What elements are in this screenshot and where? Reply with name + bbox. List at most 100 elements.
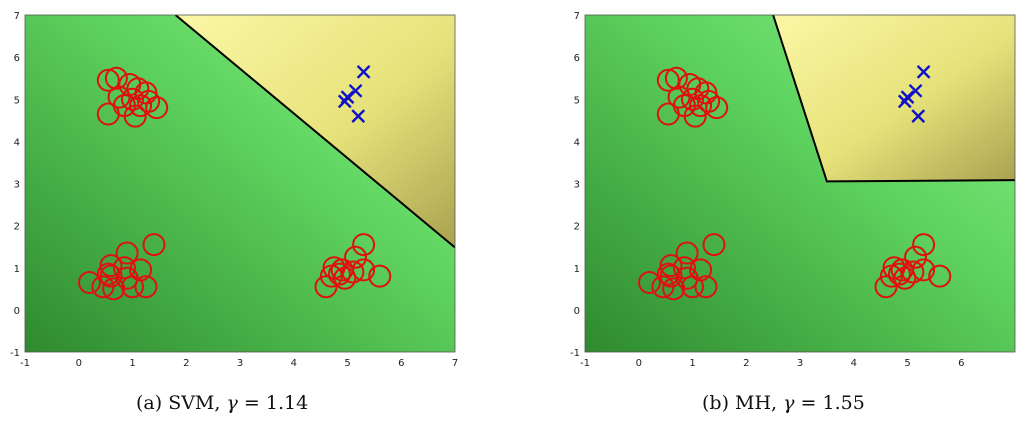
mh-y-tick-label: 5 [574,95,580,106]
mh-x-tick-label: 5 [904,358,910,369]
svm-decision-boundary [174,15,455,249]
svm-y-tick-label: 1 [14,264,20,275]
svm-circle-point [121,275,144,299]
svm-y-tick-label: 0 [14,306,20,317]
mh-circle-point [681,275,704,299]
svm-circle-point [352,233,376,257]
mh-circle-point [874,275,898,299]
svm-circle-point [142,233,166,257]
mh-x-tick-label: -1 [580,358,590,369]
svm-circle-point [99,264,123,288]
mh-circle-point [694,275,718,299]
svm-x-tick-label: 0 [76,358,82,369]
mh-y-tick-label: 6 [574,53,580,64]
mh-circle-point [879,264,903,288]
mh-x-tick-label: 1 [689,358,695,369]
svm-x-tick-label: -1 [20,358,30,369]
mh-plot-frame [584,14,1016,353]
mh-caption: (b) MH, γ = 1.55 [702,392,865,414]
mh-cross-point [916,65,931,79]
mh-gamma-symbol: γ [783,392,795,414]
mh-cross-point [897,94,912,109]
svm-circle-point [96,102,120,126]
mh-x-tick-label: 6 [958,358,964,369]
mh-panel: -1 0 1 2 3 4 5 6 -1 0 1 2 3 4 5 6 7 [570,11,1016,369]
svm-x-tick-label: 6 [398,358,404,369]
mh-circle-point [675,241,699,265]
mh-circle-point [683,104,707,128]
svm-circle-point [344,245,368,269]
mh-circle-point [901,260,925,284]
svm-panel: -1 0 1 2 3 4 5 6 7 -1 0 1 2 3 4 5 6 7 [10,11,458,369]
svm-y-tick-label: 7 [14,11,20,22]
svm-x-tick-label: 5 [344,358,350,369]
svm-circle-point [314,275,338,299]
svm-caption-label: (a) SVM, [136,392,221,414]
mh-circle-point [664,66,688,90]
svm-y-tick-label: 3 [14,180,20,191]
svm-circle-point [145,96,169,120]
mh-circle-point [912,233,936,257]
svm-circle-point [115,241,139,265]
mh-caption-label: (b) MH, [702,392,778,414]
mh-y-tick-label: 2 [574,222,580,233]
svm-y-tick-label: -1 [10,348,20,359]
svm-circle-point [78,270,101,294]
svm-circle-point [102,277,126,301]
svm-gamma-symbol: γ [226,392,238,414]
mh-y-tick-label: 4 [574,137,580,148]
svm-x-tick-label: 3 [237,358,243,369]
mh-circle-point [702,233,726,257]
svm-circle-point [134,275,158,299]
svm-circle-point [121,87,144,111]
svm-y-tick-label: 2 [14,222,20,233]
mh-positive-region [773,15,1015,182]
svm-circle-point [96,262,120,286]
mh-circle-point [681,87,704,111]
svm-circle-point [352,258,376,282]
svm-cross-point [356,65,371,79]
svm-cross-point [348,83,363,98]
mh-x-tick-label: 3 [797,358,803,369]
mh-circle-point [928,264,952,288]
mh-y-tick-label: 1 [574,264,580,275]
mh-circle-point [656,68,680,92]
svm-caption: (a) SVM, γ = 1.14 [136,392,308,414]
mh-y-tick-label: 7 [574,11,580,22]
svm-circle-point [368,264,392,288]
mh-gamma-value: 1.55 [822,392,865,414]
svm-circle-point [129,94,153,118]
mh-y-tick-label: 0 [574,306,580,317]
mh-y-tick-label: -1 [570,348,580,359]
svm-cross-point [337,94,352,109]
mh-x-tick-label: 4 [851,358,857,369]
mh-x-tick-label: 0 [636,358,642,369]
svm-circle-point [333,266,357,290]
mh-circle-point [662,277,686,301]
svm-cross-point [351,109,366,123]
mh-circle-point [689,94,713,118]
mh-circle-point [656,262,680,286]
svm-circle-point [123,104,147,128]
svm-circle-point [327,262,351,286]
svm-gamma-value: 1.14 [265,392,309,414]
svm-plot-frame [24,14,456,353]
svm-circle-point [96,68,120,92]
mh-y-tick-label: 3 [574,180,580,191]
svm-circle-point [112,256,136,280]
svm-x-tick-label: 2 [183,358,189,369]
svm-y-tick-label: 6 [14,53,20,64]
mh-decision-boundary [772,15,1015,183]
mh-circle-point [887,262,911,286]
svm-circle-point [104,66,128,90]
mh-circle-point [893,266,917,290]
mh-circle-point [912,258,936,282]
svm-circle-point [319,264,343,288]
mh-circle-point [638,270,661,294]
svm-gamma-equals: = [243,392,260,414]
svm-y-tick-label: 5 [14,95,20,106]
mh-circle-point [705,96,729,120]
mh-cross-point [911,109,926,123]
svm-x-tick-label: 4 [291,358,297,369]
svm-circle-point [341,260,365,284]
